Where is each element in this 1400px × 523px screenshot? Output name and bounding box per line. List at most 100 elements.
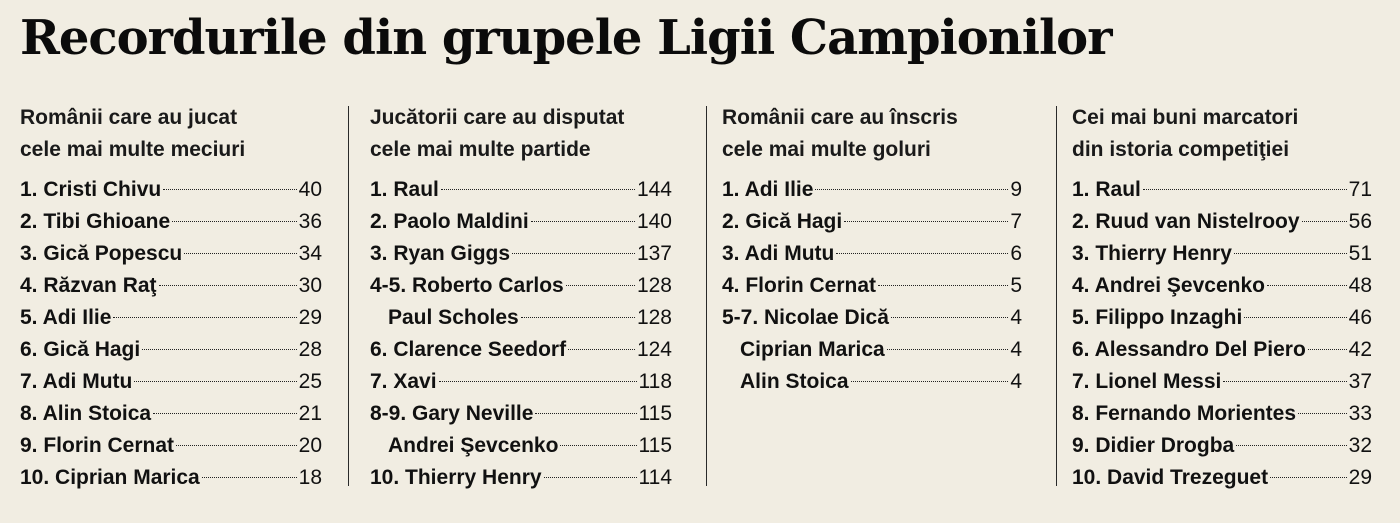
player-name: 7. Xavi: [370, 370, 437, 393]
record-row: 3. Gică Popescu 34: [20, 238, 322, 270]
dot-leader: [158, 285, 297, 286]
column-divider: [706, 106, 707, 486]
column-divider: [1056, 106, 1057, 486]
dot-leader: [1301, 221, 1347, 222]
player-name: 1. Cristi Chivu: [20, 178, 162, 201]
record-list: 1. Cristi Chivu 40 2. Tibi Ghioane 36 3. Gic…: [20, 174, 322, 494]
record-row: 6. Clarence Seedorf 124: [370, 334, 672, 366]
record-list: 1. Adi Ilie 9 2. Gică Hagi 7 3. Adi Mutu 6 4. …: [722, 174, 1022, 398]
record-row: 8. Alin Stoica 21: [20, 398, 322, 430]
dot-leader: [844, 221, 1009, 222]
record-row: 7. Xavi 118: [370, 366, 672, 398]
player-name: 6. Clarence Seedorf: [370, 338, 567, 361]
record-row: 1. Raul 144: [370, 174, 672, 206]
dot-leader: [1307, 349, 1347, 350]
record-row: 3. Thierry Henry 51: [1072, 238, 1372, 270]
record-value: 9: [1010, 178, 1022, 201]
record-row: 2. Paolo Maldini 140: [370, 206, 672, 238]
record-row: Ciprian Marica 4: [722, 334, 1022, 366]
record-row: 5. Adi Ilie 29: [20, 302, 322, 334]
column-romanian-most-matches: Românii care au jucat cele mai multe mec…: [20, 102, 322, 494]
record-row: 4. Andrei Şevcenko 48: [1072, 270, 1372, 302]
record-row: 6. Gică Hagi 28: [20, 334, 322, 366]
player-name: Ciprian Marica: [740, 338, 885, 361]
record-row: 3. Adi Mutu 6: [722, 238, 1022, 270]
dot-leader: [438, 381, 637, 382]
column-heading-line: cele mai multe goluri: [722, 138, 931, 161]
player-name: 3. Adi Mutu: [722, 242, 835, 265]
record-value: 29: [1348, 466, 1372, 489]
record-row: 9. Florin Cernat 20: [20, 430, 322, 462]
player-name: 8-9. Gary Neville: [370, 402, 534, 425]
record-value: 32: [1348, 434, 1372, 457]
record-row: 4. Florin Cernat 5: [722, 270, 1022, 302]
player-name: 3. Gică Popescu: [20, 242, 183, 265]
record-value: 56: [1348, 210, 1372, 233]
dot-leader: [886, 349, 1009, 350]
dot-leader: [512, 253, 635, 254]
player-name: 10. Ciprian Marica: [20, 466, 200, 489]
column-heading: Românii care au jucat cele mai multe mec…: [20, 102, 322, 174]
dot-leader: [440, 189, 635, 190]
record-value: 21: [298, 402, 322, 425]
record-value: 115: [638, 402, 672, 425]
record-value: 115: [638, 434, 672, 457]
dot-leader: [568, 349, 635, 350]
column-heading-line: Jucătorii care au disputat: [370, 106, 625, 129]
dot-leader: [1298, 413, 1347, 414]
player-name: 4-5. Roberto Carlos: [370, 274, 564, 297]
record-row: 8-9. Gary Neville 115: [370, 398, 672, 430]
player-name: 1. Raul: [370, 178, 439, 201]
player-name: 2. Gică Hagi: [722, 210, 843, 233]
dot-leader: [535, 413, 637, 414]
record-row: 10. David Trezeguet 29: [1072, 462, 1372, 494]
record-row: 2. Tibi Ghioane 36: [20, 206, 322, 238]
record-row: 1. Raul 71: [1072, 174, 1372, 206]
record-row: Andrei Şevcenko 115: [370, 430, 672, 462]
player-name: 2. Tibi Ghioane: [20, 210, 171, 233]
column-heading-line: cele mai multe partide: [370, 138, 591, 161]
player-name: 5-7. Nicolae Dică: [722, 306, 889, 329]
player-name: 4. Florin Cernat: [722, 274, 877, 297]
record-value: 124: [636, 338, 672, 361]
record-value: 118: [638, 370, 672, 393]
dot-leader: [815, 189, 1009, 190]
player-name: 8. Fernando Morientes: [1072, 402, 1297, 425]
player-name: 5. Filippo Inzaghi: [1072, 306, 1243, 329]
record-value: 46: [1348, 306, 1372, 329]
column-heading-line: Românii care au jucat: [20, 106, 238, 129]
player-name: 10. David Trezeguet: [1072, 466, 1269, 489]
record-value: 20: [298, 434, 322, 457]
record-row: 6. Alessandro Del Piero 42: [1072, 334, 1372, 366]
column-heading-line: Cei mai buni marcatori: [1072, 106, 1299, 129]
record-value: 144: [636, 178, 672, 201]
player-name: 6. Alessandro Del Piero: [1072, 338, 1306, 361]
record-value: 29: [298, 306, 322, 329]
dot-leader: [172, 221, 297, 222]
dot-leader: [1244, 317, 1347, 318]
player-name: 8. Alin Stoica: [20, 402, 152, 425]
record-value: 37: [1348, 370, 1372, 393]
record-value: 51: [1348, 242, 1372, 265]
record-row: 4. Răzvan Raţ 30: [20, 270, 322, 302]
column-heading: Românii care au înscris cele mai multe g…: [722, 102, 1022, 174]
column-heading-line: din istoria competiţiei: [1072, 138, 1290, 161]
record-value: 7: [1010, 210, 1022, 233]
record-row: 2. Ruud van Nistelrooy 56: [1072, 206, 1372, 238]
player-name: 10. Thierry Henry: [370, 466, 542, 489]
record-row: 8. Fernando Morientes 33: [1072, 398, 1372, 430]
page-title: Recordurile din grupele Ligii Campionilo…: [20, 10, 1112, 66]
record-value: 42: [1348, 338, 1372, 361]
dot-leader: [1236, 445, 1347, 446]
column-romanian-most-goals: Românii care au înscris cele mai multe g…: [722, 102, 1022, 398]
record-row: 9. Didier Drogba 32: [1072, 430, 1372, 462]
dot-leader: [850, 381, 1009, 382]
dot-leader: [520, 317, 635, 318]
record-row: 7. Lionel Messi 37: [1072, 366, 1372, 398]
record-row: 1. Cristi Chivu 40: [20, 174, 322, 206]
player-name: 1. Raul: [1072, 178, 1141, 201]
record-value: 25: [298, 370, 322, 393]
record-value: 36: [298, 210, 322, 233]
record-value: 40: [298, 178, 322, 201]
